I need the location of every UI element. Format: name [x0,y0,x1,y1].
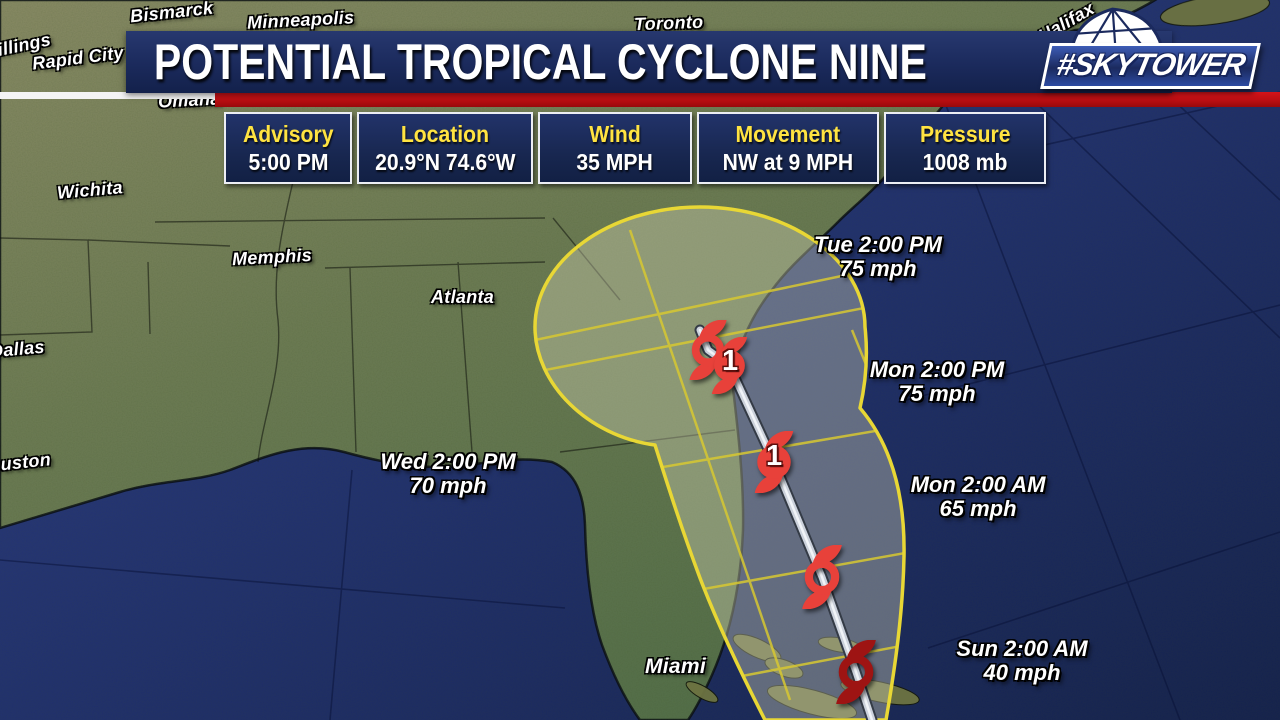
category-1-badge: 1 [766,440,783,472]
forecast-time: Tue 2:00 PM [814,232,942,257]
advisory-header: Location [400,120,490,147]
forecast-label-wed-2pm: Wed 2:00 PM 70 mph [333,450,563,498]
advisory-header: Wind [589,120,641,147]
forecast-time: Wed 2:00 PM [380,449,516,474]
headline-banner: POTENTIAL TROPICAL CYCLONE NINE [126,31,1172,93]
forecast-label-tue-2pm: Tue 2:00 PM 75 mph [763,233,993,281]
advisory-header: Advisory [242,120,334,147]
advisory-cell-movement: Movement NW at 9 MPH [697,112,879,184]
advisory-cell-pressure: Pressure 1008 mb [884,112,1046,184]
forecast-wind: 65 mph [939,495,1017,521]
advisory-cell-location: Location 20.9°N 74.6°W [357,112,533,184]
forecast-label-mon-2pm: Mon 2:00 PM 75 mph [822,358,1052,406]
forecast-label-mon-2am: Mon 2:00 AM 65 mph [863,473,1093,521]
advisory-table: Advisory 5:00 PM Location 20.9°N 74.6°W … [224,112,1046,184]
advisory-value: NW at 9 MPH [722,148,854,175]
cone-outline [533,205,906,720]
advisory-header: Pressure [919,120,1011,147]
graticule-lines [0,91,1280,720]
forecast-wind: 70 mph [409,472,487,498]
city-label-miami: Miami [645,655,707,678]
advisory-value: 5:00 PM [248,148,328,175]
forecast-wind: 75 mph [839,255,917,281]
forecast-label-sun-2am: Sun 2:00 AM 40 mph [907,637,1137,685]
advisory-header: Movement [735,120,841,147]
forecast-time: Mon 2:00 AM [910,472,1046,497]
forecast-time: Sun 2:00 AM [956,636,1088,661]
tropical-storm-icon [790,545,854,609]
forecast-wind: 75 mph [898,380,976,406]
advisory-value: 20.9°N 74.6°W [374,148,516,175]
advisory-value: 1008 mb [922,148,1008,175]
forecast-time: Mon 2:00 PM [869,357,1005,382]
forecast-cone [533,205,906,720]
forecast-wind: 40 mph [983,659,1061,685]
state-borders [0,35,941,463]
category-1-badge: 1 [722,345,739,377]
skytower-logo-box: #SkyTower [1040,43,1261,89]
advisory-cell-wind: Wind 35 MPH [538,112,692,184]
advisory-cell-advisory: Advisory 5:00 PM [224,112,352,184]
advisory-value: 35 MPH [576,148,654,175]
current-position-storm-icon [824,640,888,704]
white-accent-bar [0,92,215,99]
city-label-atlanta: Atlanta [431,287,495,307]
skytower-logo-text: #SkyTower [1053,47,1248,82]
skytower-logo: #SkyTower [1040,3,1261,97]
skytower-dome-icon [1070,7,1163,51]
city-label-memphis: Memphis [231,244,313,270]
red-accent-stripe [215,92,1280,107]
headline-title: POTENTIAL TROPICAL CYCLONE NINE [153,34,927,90]
